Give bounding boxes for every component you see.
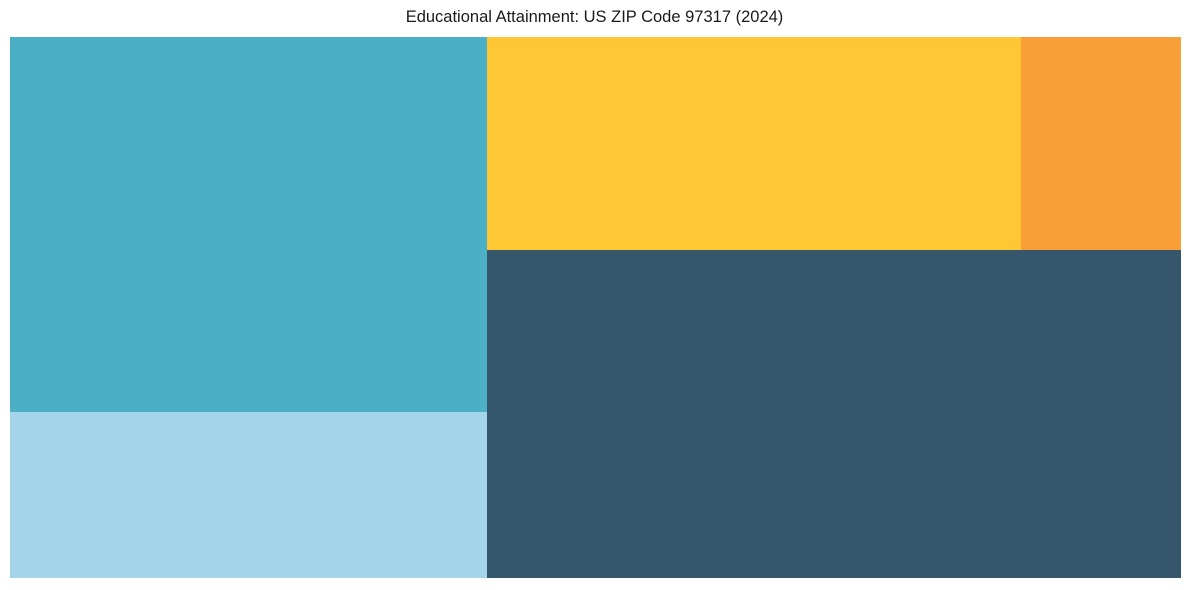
treemap-tile-orange[interactable] (1021, 37, 1181, 250)
treemap-tile-teal[interactable] (10, 37, 487, 413)
treemap-plot-area (10, 37, 1181, 578)
treemap-tile-dark-slate[interactable] (486, 249, 1181, 578)
treemap-tile-yellow[interactable] (486, 37, 1022, 250)
treemap-tile-light-blue[interactable] (10, 412, 487, 578)
chart-title: Educational Attainment: US ZIP Code 9731… (405, 8, 784, 26)
